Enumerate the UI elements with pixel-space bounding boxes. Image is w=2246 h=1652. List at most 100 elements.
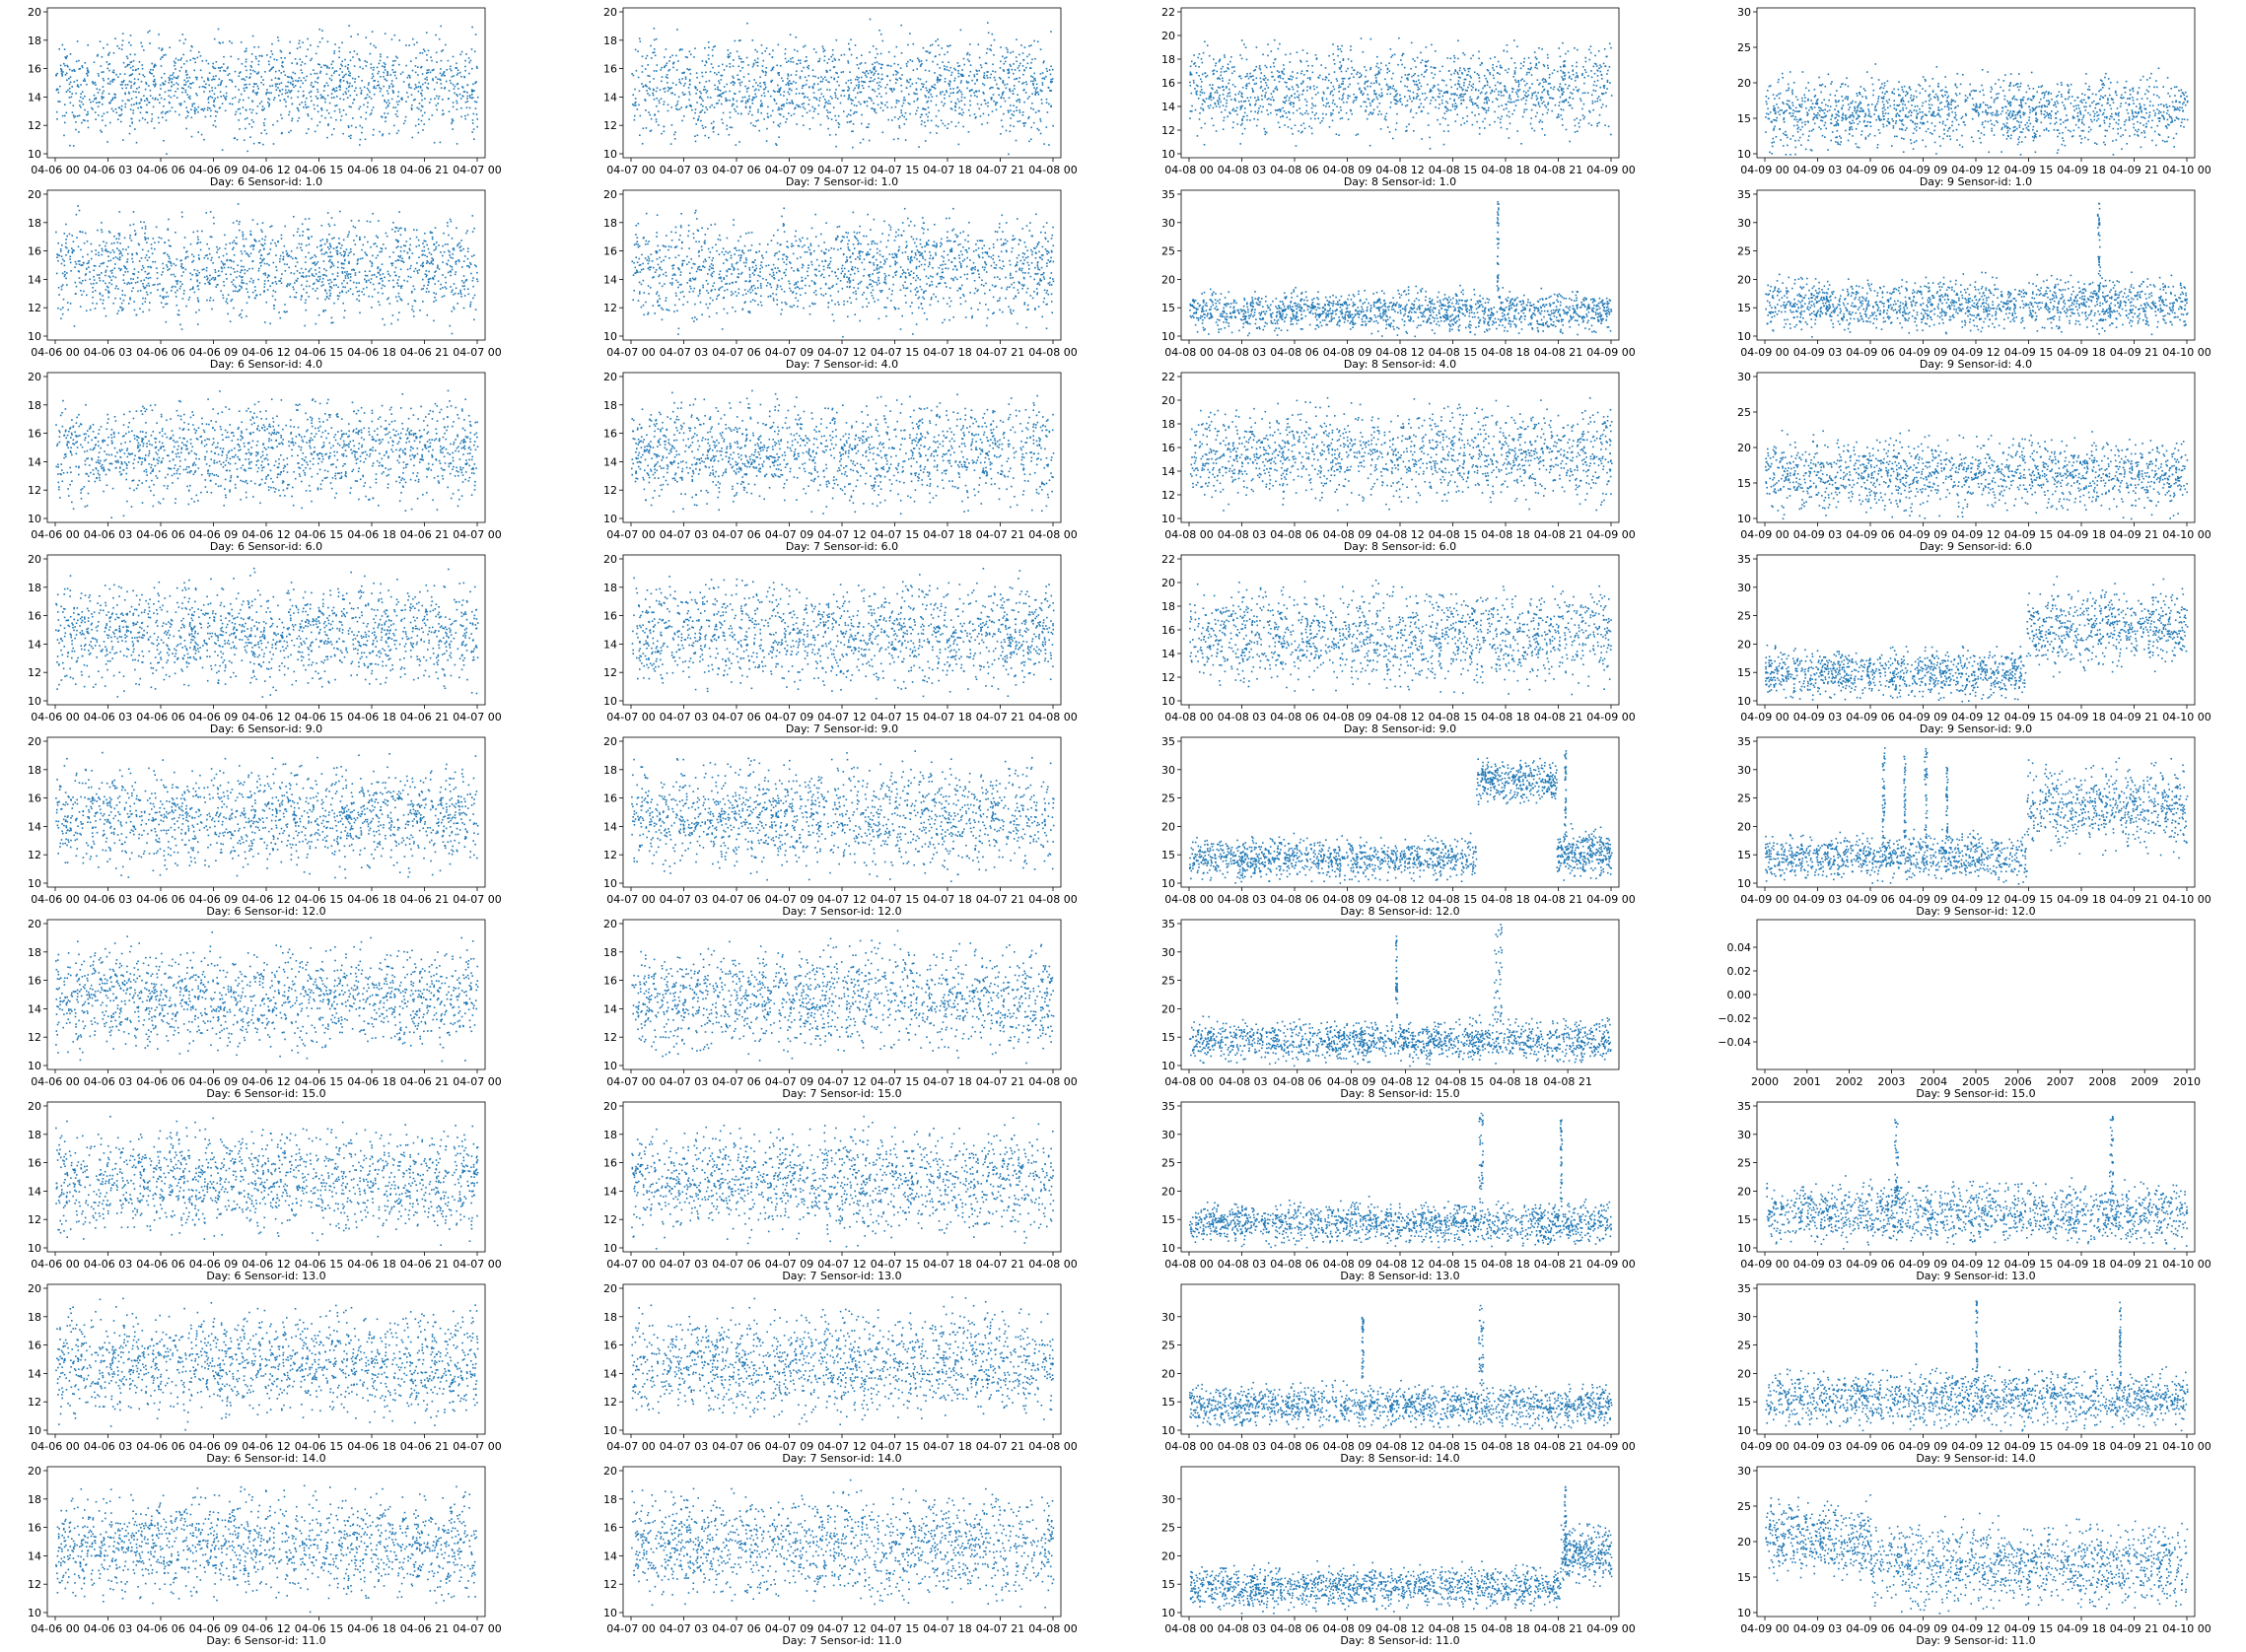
data-point (103, 96, 105, 99)
data-point (1849, 126, 1851, 129)
data-point (139, 111, 142, 114)
data-point (207, 106, 209, 109)
data-point (1592, 108, 1594, 111)
data-point (440, 68, 442, 70)
data-point (138, 86, 140, 89)
data-point (1892, 125, 1895, 127)
data-point (472, 112, 475, 115)
data-point (1014, 88, 1016, 90)
data-point (694, 135, 696, 137)
data-point (1528, 71, 1530, 74)
data-point (1331, 119, 1334, 122)
data-point (2014, 84, 2017, 86)
data-point (990, 73, 992, 76)
data-point (1315, 57, 1318, 59)
data-point (429, 71, 432, 74)
data-point (1522, 90, 1525, 93)
data-point (860, 62, 863, 64)
data-point (1561, 76, 1563, 78)
data-point (765, 140, 768, 142)
data-point (376, 66, 379, 69)
data-point (75, 128, 77, 131)
data-point (994, 79, 997, 82)
data-point (129, 44, 132, 46)
data-point (1509, 94, 1510, 97)
data-point (1545, 81, 1547, 83)
data-point (89, 99, 91, 101)
data-point (2068, 89, 2071, 91)
data-point (796, 123, 798, 125)
data-point (157, 99, 159, 101)
data-point (164, 91, 167, 94)
data-point (995, 103, 997, 105)
data-point (1212, 124, 1215, 127)
data-point (1357, 133, 1360, 135)
data-point (100, 65, 103, 67)
data-point (1197, 56, 1199, 59)
data-point (1850, 122, 1852, 125)
data-point (1023, 122, 1025, 125)
data-point (827, 111, 829, 113)
data-point (1388, 62, 1390, 64)
data-point (895, 73, 897, 76)
data-point (212, 62, 214, 65)
data-point (1485, 91, 1488, 94)
data-point (121, 33, 124, 34)
data-point (874, 66, 877, 68)
data-point (801, 103, 804, 105)
data-point (1494, 120, 1496, 123)
data-point (1279, 110, 1282, 112)
data-point (458, 71, 461, 74)
data-point (1336, 105, 1338, 107)
data-point (695, 93, 697, 95)
data-point (71, 70, 74, 72)
data-point (759, 103, 762, 106)
data-point (1194, 62, 1196, 64)
data-point (887, 51, 890, 53)
data-point (1518, 83, 1520, 86)
data-point (1291, 95, 1293, 97)
data-point (748, 95, 750, 98)
data-point (1549, 83, 1551, 85)
data-point (1387, 88, 1390, 91)
data-point (893, 88, 895, 90)
data-point (1562, 71, 1565, 73)
data-point (270, 68, 273, 70)
data-point (152, 97, 154, 100)
data-point (2096, 119, 2098, 122)
data-point (418, 81, 420, 84)
data-point (740, 101, 742, 103)
data-point (671, 54, 673, 57)
x-tick-label: 04-08 18 (1481, 164, 1529, 176)
data-point (1855, 101, 1857, 103)
data-point (959, 112, 961, 115)
data-point (1246, 85, 1248, 87)
data-point (796, 63, 798, 65)
data-point (1509, 101, 1511, 103)
data-point (754, 93, 756, 96)
data-point (1523, 108, 1526, 111)
data-point (316, 76, 319, 79)
data-point (1287, 126, 1290, 128)
data-point (266, 91, 269, 94)
data-point (130, 81, 132, 84)
data-point (271, 42, 273, 45)
data-point (1285, 112, 1288, 114)
data-point (299, 58, 301, 60)
data-point (302, 41, 304, 43)
data-point (352, 117, 354, 119)
data-point (408, 86, 410, 89)
data-point (76, 115, 79, 117)
data-point (1394, 128, 1397, 131)
data-point (939, 53, 941, 56)
data-point (229, 79, 231, 81)
data-point (653, 51, 656, 53)
data-point (1499, 73, 1501, 75)
data-point (1230, 99, 1232, 101)
data-point (469, 59, 472, 62)
data-point (1466, 90, 1468, 92)
data-point (948, 83, 950, 86)
data-point (420, 104, 423, 107)
data-point (69, 91, 71, 93)
data-point (235, 110, 238, 113)
